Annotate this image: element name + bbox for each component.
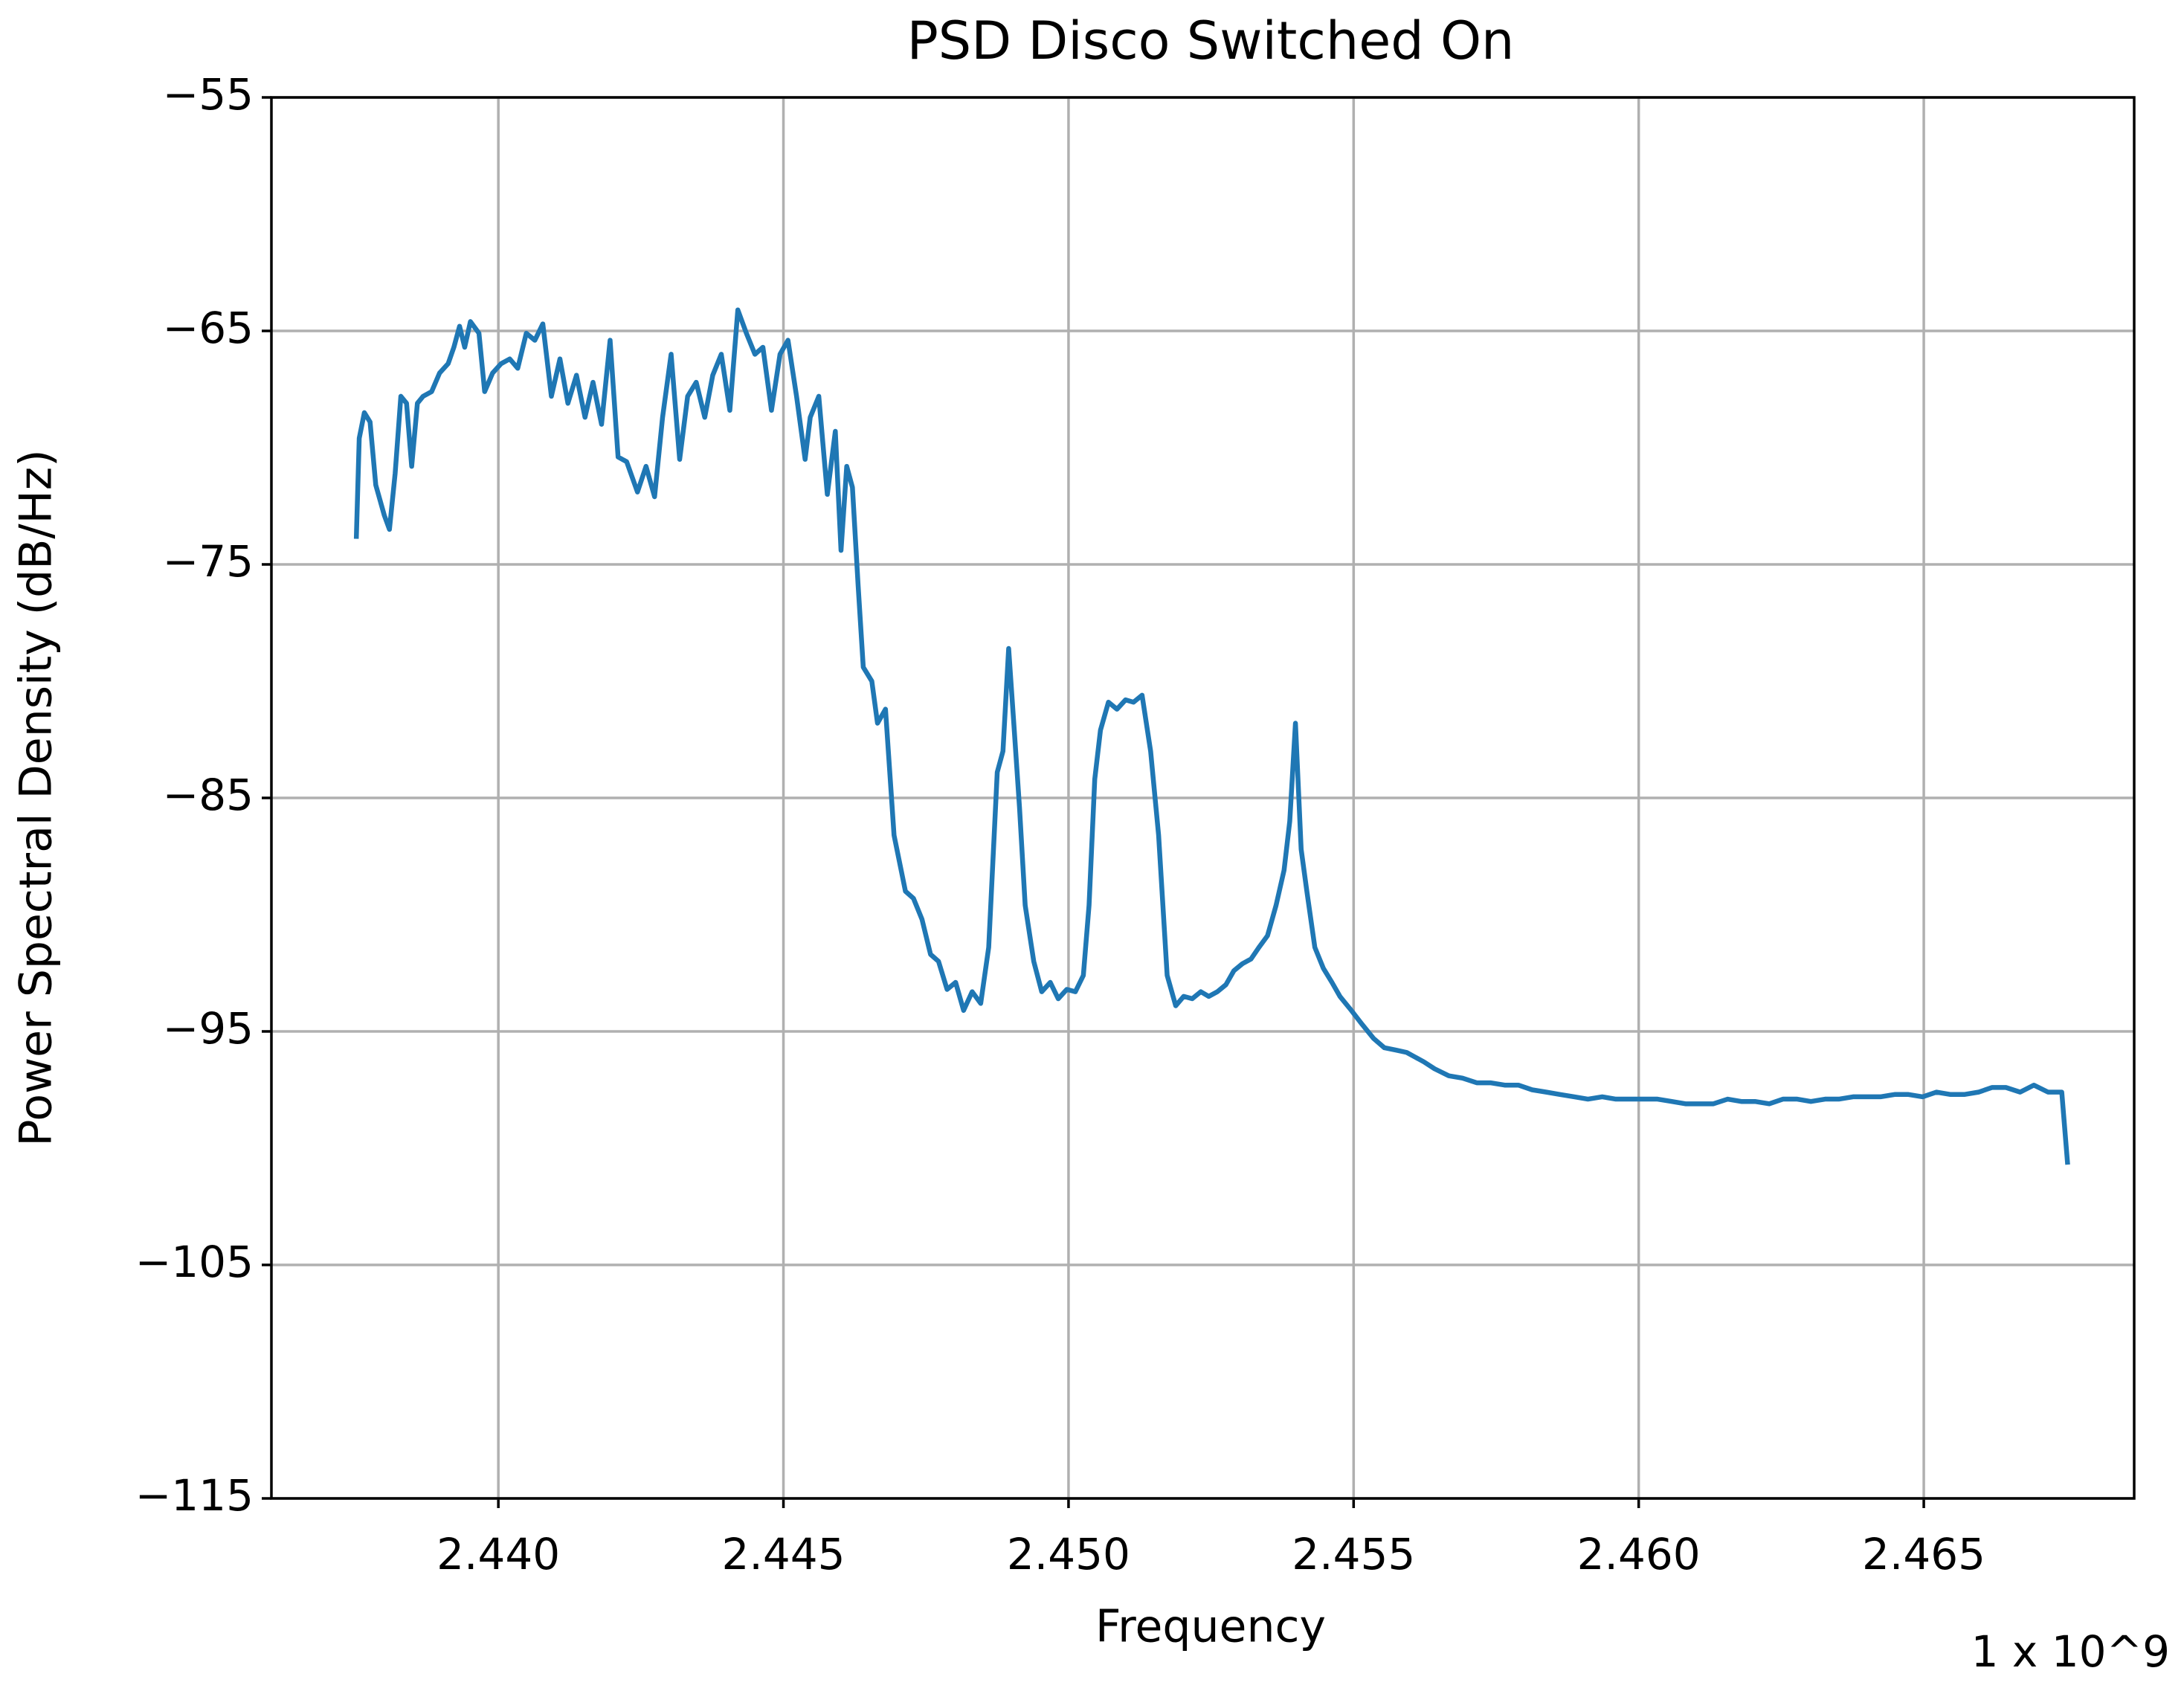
x-axis-label: Frequency	[1095, 1601, 1326, 1653]
y-tick-label: −95	[163, 1003, 254, 1054]
y-tick-label: −65	[163, 303, 254, 353]
data-line	[353, 307, 2070, 1165]
y-tick-label: −115	[135, 1470, 254, 1521]
y-tick-label: −85	[163, 770, 254, 820]
y-tick-label: −105	[135, 1237, 254, 1287]
y-tick-label: −75	[163, 536, 254, 587]
y-axis-label: Power Spectral Density (dB/Hz)	[10, 449, 62, 1146]
x-tick-label: 2.450	[1007, 1529, 1130, 1579]
x-tick-label: 2.460	[1577, 1529, 1701, 1579]
y-tick-label: −55	[163, 69, 254, 120]
plot-frame	[270, 96, 2136, 1500]
x-tick-label: 2.465	[1862, 1529, 1985, 1579]
x-offset-label: 1 x 10^9	[1971, 1626, 2170, 1677]
chart-title: PSD Disco Switched On	[907, 10, 1515, 71]
x-tick-label: 2.445	[722, 1529, 845, 1579]
x-tick-label: 2.440	[437, 1529, 560, 1579]
x-tick-label: 2.455	[1292, 1529, 1415, 1579]
